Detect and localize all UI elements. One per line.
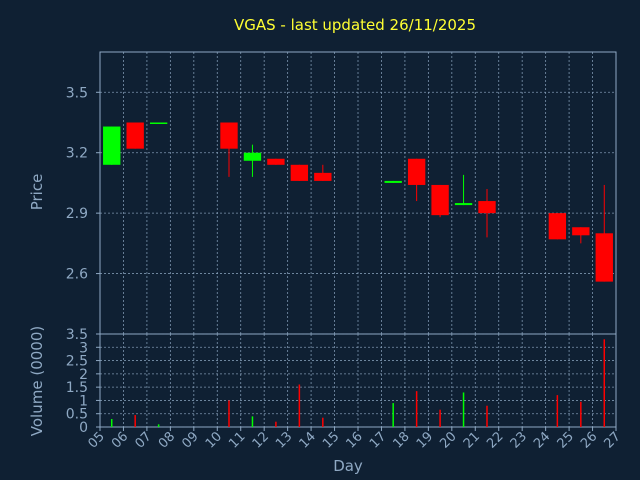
x-tick-label: 07 [132,429,154,451]
x-tick-label: 27 [602,429,624,451]
x-axis-ticks: 05 06 07 08 09 10 11 12 13 14 15 16 17 18 19 20 21 22 23 24… [86,427,624,452]
volume-y-tick-label: 3.5 [66,327,88,343]
volume-axis-label: Volume (0000) [28,326,46,436]
x-tick-label: 15 [320,429,342,451]
candle-body [595,233,613,282]
volume-bar [298,384,301,427]
candle-body [290,164,309,181]
x-tick-label: 08 [156,429,178,451]
candle-body [384,180,402,183]
price-panel: 2.6 2.9 3.2 3.5 [66,51,617,335]
volume-y-tick-label: 1 [79,393,88,409]
volume-bar [415,391,418,427]
candle-body [149,122,168,124]
volume-y-tick-label: 1.5 [66,380,88,396]
x-tick-label: 10 [203,429,225,451]
candle-body [454,203,473,206]
price-y-tick-label: 2.9 [66,206,88,222]
volume-bar [275,421,277,427]
price-y-tick-label: 3.2 [66,146,88,162]
day-axis-label: Day [333,457,363,475]
volume-bar [603,339,606,427]
x-tick-label: 13 [273,429,295,451]
candle-body [103,126,121,165]
x-tick-label: 12 [250,429,272,451]
x-tick-label: 25 [555,429,577,451]
chart-title: VGAS - last updated 26/11/2025 [234,16,476,34]
candle-body [572,227,590,236]
volume-bar [556,395,559,427]
volume-bar [251,416,254,427]
x-tick-label: 05 [86,429,108,451]
volume-bar [462,392,465,427]
x-tick-label: 14 [297,429,319,451]
volume-bar [134,415,136,427]
volume-panel: 00.511.522.533.5 [66,327,617,436]
candle-body [243,152,262,161]
volume-bar [439,409,441,427]
x-tick-label: 24 [531,429,553,451]
volume-bar [228,400,230,427]
x-tick-label: 21 [461,429,483,451]
x-tick-label: 16 [344,429,366,451]
x-tick-label: 11 [226,429,248,451]
candle-body [126,122,144,149]
volume-bar [580,401,582,427]
volume-bar [110,419,113,427]
candle-body [220,122,238,149]
x-tick-label: 23 [508,429,530,451]
volume-bar [322,417,324,427]
x-tick-label: 18 [390,429,412,451]
candle-body [267,158,285,165]
volume-y-tick-label: 2.5 [66,354,88,370]
candle-body [548,213,567,240]
x-tick-label: 19 [414,429,436,451]
volume-y-tick-label: 2 [79,367,88,383]
price-axis-label: Price [28,174,46,211]
candle-body [431,184,449,216]
volume-y-tick-label: 0.5 [66,407,88,423]
price-y-tick-label: 3.5 [66,85,88,101]
x-tick-label: 26 [578,429,600,451]
price-y-tick-label: 2.6 [66,267,88,283]
volume-bar [486,405,488,427]
volume-y-tick-label: 0 [79,420,88,436]
candle-body [478,201,496,214]
candle-body [407,158,426,185]
x-tick-label: 22 [484,429,506,451]
x-tick-label: 06 [109,429,131,451]
x-tick-label: 17 [367,429,389,451]
x-tick-label: 20 [437,429,459,451]
candle-body [314,172,332,181]
volume-bar [157,424,160,427]
x-tick-label: 09 [179,429,201,451]
volume-bar [392,403,394,427]
volume-y-tick-label: 3 [79,340,88,356]
